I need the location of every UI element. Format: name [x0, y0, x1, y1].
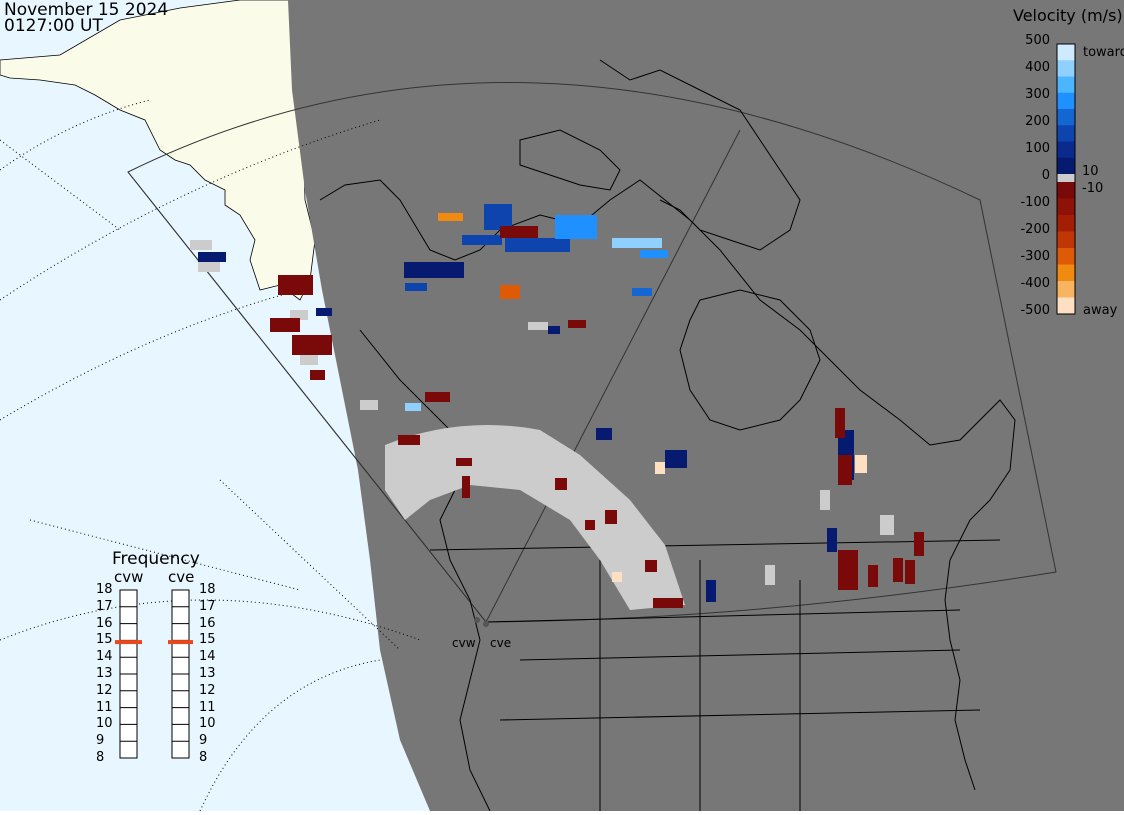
frequency-indicator-cve: [168, 640, 193, 645]
frequency-tick-left: 9: [96, 733, 105, 749]
fov-outline: [127, 82, 1057, 623]
frequency-tick-right: 12: [199, 682, 216, 698]
away-label: away: [1083, 303, 1118, 318]
graticule: [0, 99, 421, 812]
site-label-cve: cve: [490, 636, 512, 650]
radar-label-cve: cve: [168, 568, 195, 586]
colorbar-segment-toward: [1057, 157, 1075, 175]
colorbar-segment-away: [1057, 297, 1075, 315]
colorbar-segment-away: [1057, 182, 1075, 199]
day-land: [0, 0, 316, 301]
colorbar-segment-toward: [1057, 109, 1075, 126]
colorbar-segment-away: [1057, 231, 1075, 249]
frequency-tick-left: 11: [96, 699, 113, 715]
frequency-tick-left: 18: [96, 582, 113, 597]
frequency-tick-right: 14: [199, 649, 216, 665]
ground-scatter: [190, 240, 894, 610]
frequency-tick-left: 10: [96, 716, 113, 732]
velocity-tick-label: -300: [1020, 249, 1050, 264]
frequency-tick-left: 14: [96, 649, 113, 665]
frequency-tick-right: 16: [199, 615, 216, 631]
velocity-tick-label: -10: [1082, 181, 1104, 196]
velocity-colorbar-frame: [1056, 43, 1076, 315]
colorbar-segment-toward: [1057, 141, 1075, 159]
radar-site-marker: [474, 617, 480, 623]
colorbar-segment-ground: [1057, 174, 1075, 182]
velocity-tick-label: 10: [1082, 164, 1099, 179]
velocity-tick-label: 0: [1041, 168, 1050, 183]
site-label-cvw: cvw: [452, 636, 476, 650]
radar-label-cvw: cvw: [114, 568, 144, 586]
velocity-scale-title: Velocity (m/s): [1013, 6, 1123, 25]
frequency-title: Frequency: [112, 549, 200, 569]
night-region: [288, 0, 1124, 811]
velocity-tick-label: 100: [1025, 141, 1050, 156]
velocity-tick-label: 500: [1025, 33, 1050, 48]
date-label: November 15 2024: [4, 0, 169, 20]
frequency-tick-left: 12: [96, 682, 113, 698]
toward-label: toward: [1083, 45, 1124, 60]
time-label: 0127:00 UT: [4, 16, 103, 36]
velocity-tick-label: 400: [1025, 60, 1050, 75]
colorbar-segment-away: [1057, 281, 1075, 298]
colorbar-segment-away: [1057, 264, 1075, 282]
frequency-indicator-cvw: [115, 640, 142, 645]
velocity-tick-label: -100: [1020, 195, 1050, 210]
frequency-tick-left: 17: [96, 598, 113, 614]
frequency-tick-right: 8: [199, 750, 208, 765]
colorbar-segment-toward: [1057, 60, 1075, 77]
frequency-tick-right: 10: [199, 716, 216, 732]
frequency-tick-right: 9: [199, 733, 208, 749]
velocity-away: [270, 213, 924, 608]
colorbar-segment-toward: [1057, 76, 1075, 94]
colorbar-segment-away: [1057, 215, 1075, 232]
frequency-tick-right: 18: [199, 582, 216, 597]
coastlines: [319, 59, 1016, 812]
velocity-tick-label: 300: [1025, 87, 1050, 102]
frequency-tick-right: 11: [199, 699, 216, 715]
velocity-tick-label: -500: [1020, 303, 1050, 318]
frequency-tick-right: 17: [199, 598, 216, 614]
velocity-tick-label: 200: [1025, 114, 1050, 129]
frequency-tick-right: 15: [199, 632, 216, 648]
colorbar-segment-toward: [1057, 125, 1075, 142]
velocity-tick-label: -400: [1020, 276, 1050, 291]
radar-sites: [474, 617, 489, 627]
frequency-tick-right: 13: [199, 666, 216, 681]
frequency-tick-left: 15: [96, 632, 113, 648]
frequency-tick-left: 13: [96, 666, 113, 681]
colorbar-segment-toward: [1057, 92, 1075, 110]
colorbar-segment-away: [1057, 248, 1075, 265]
colorbar-segment-away: [1057, 198, 1075, 216]
colorbar-segment-toward: [1057, 44, 1075, 61]
radar-site-marker: [483, 621, 489, 627]
frequency-tick-left: 16: [96, 615, 113, 631]
velocity-colorbar: [1057, 44, 1075, 315]
frequency-tick-left: 8: [96, 750, 105, 765]
velocity-tick-label: -200: [1020, 222, 1050, 237]
